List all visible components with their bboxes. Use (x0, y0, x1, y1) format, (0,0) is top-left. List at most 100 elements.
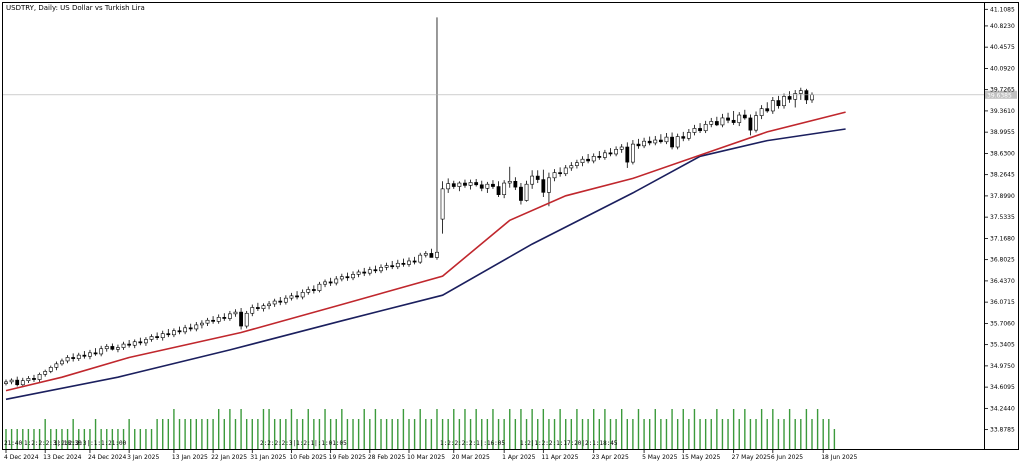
candle (9, 378, 14, 385)
candle (440, 181, 445, 234)
candle (32, 374, 36, 382)
candle (502, 180, 507, 199)
candle (144, 337, 148, 346)
candle-body-down (658, 139, 663, 143)
candle-body-down (239, 311, 243, 327)
candle (82, 351, 87, 359)
candle (295, 291, 299, 300)
candle-body-up (99, 348, 104, 355)
candle (60, 358, 64, 366)
candle-body-up (26, 378, 31, 382)
candle-body-up (351, 274, 355, 279)
candle (754, 111, 758, 133)
candle (384, 262, 389, 271)
candle (26, 376, 31, 384)
candle (177, 326, 182, 335)
candle-body-up (379, 267, 383, 272)
candle (43, 369, 48, 377)
candle (401, 258, 406, 267)
candle (233, 309, 238, 317)
candle-body-up (334, 278, 339, 284)
candle-body-up (339, 276, 344, 280)
candle (110, 343, 115, 351)
candle (698, 123, 702, 134)
candle (244, 310, 249, 329)
candle (479, 180, 484, 192)
candle-body-down (295, 295, 299, 298)
candle-body-down (670, 136, 674, 148)
candle-body-down (93, 352, 98, 355)
candle-body-up (591, 156, 596, 162)
time-axis: 4 Dec 2024 13 Dec 2024 24 Dec 2024 3 Jan 20… (4, 449, 857, 461)
price-tick-label: 38.2645 (990, 172, 1015, 179)
volume-strip-label: 1:2|1:2:2:1:17:20|2:1:18:45 (520, 440, 618, 447)
candle-body-down (765, 108, 770, 112)
moving-average-fast-line (5, 111, 846, 392)
candle (726, 112, 730, 124)
candle (172, 328, 176, 338)
candle (770, 97, 775, 114)
candle (524, 180, 529, 202)
price-tick-label: 36.8025 (990, 257, 1015, 264)
candle (183, 324, 188, 335)
candle-body-down (647, 140, 652, 144)
time-tick-label: 20 Mar 2025 (452, 454, 490, 461)
candle-body-up (675, 136, 680, 148)
candle (603, 149, 607, 160)
candle (787, 91, 792, 103)
candle-body-up (664, 136, 669, 143)
candle (261, 303, 266, 312)
candle (591, 153, 596, 164)
candle (519, 183, 523, 205)
candle (798, 87, 803, 100)
candle (429, 248, 434, 258)
candle (547, 172, 551, 207)
time-tick-label: 18 Jun 2025 (821, 454, 857, 461)
candle-body-up (9, 379, 14, 383)
candle (323, 279, 327, 288)
candle (395, 259, 400, 270)
candle (496, 181, 501, 198)
candle (4, 379, 8, 386)
candle-body-up (810, 94, 814, 101)
candle-body-down (255, 307, 260, 309)
candle (793, 90, 798, 108)
candle-body-up (116, 347, 120, 350)
candle-body-up (283, 297, 288, 303)
candle (278, 296, 283, 306)
candle-body-up (54, 363, 59, 368)
candle-body-down (401, 262, 406, 265)
volume-strip-labels: 21:40 1:2:2:2:3|:18:301:2:2:2:3|:1:1:21:0… (4, 440, 618, 447)
candle-body-down (166, 333, 171, 336)
candle-body-down (278, 300, 283, 303)
price-axis: 41.1085 40.8230 40.4575 40.0920 39.7265 39.36… (984, 6, 1015, 434)
candle (423, 251, 428, 258)
candle (289, 292, 294, 301)
candle-body-up (121, 343, 126, 348)
candle-body-down (211, 319, 215, 322)
candle-body-up (440, 188, 445, 220)
candle-body-up (65, 357, 70, 362)
candle-body-down (742, 114, 747, 119)
candle (513, 177, 518, 191)
candle (104, 344, 109, 352)
candle-body-up (552, 172, 557, 179)
candle (155, 332, 160, 341)
candle (463, 179, 467, 188)
candle-body-up (132, 341, 137, 346)
candle-body-down (328, 281, 333, 284)
candle-body-up (183, 327, 188, 333)
candle (283, 295, 288, 305)
candle-body-up (457, 182, 462, 187)
candle-body-down (138, 341, 143, 344)
candle (608, 148, 613, 157)
current-price-label: 39.6385 (987, 92, 1012, 99)
candle (20, 377, 25, 388)
candle (720, 113, 725, 128)
candle (675, 133, 680, 150)
candle-body-down (625, 146, 630, 163)
candle (625, 142, 630, 168)
candle (328, 277, 333, 286)
